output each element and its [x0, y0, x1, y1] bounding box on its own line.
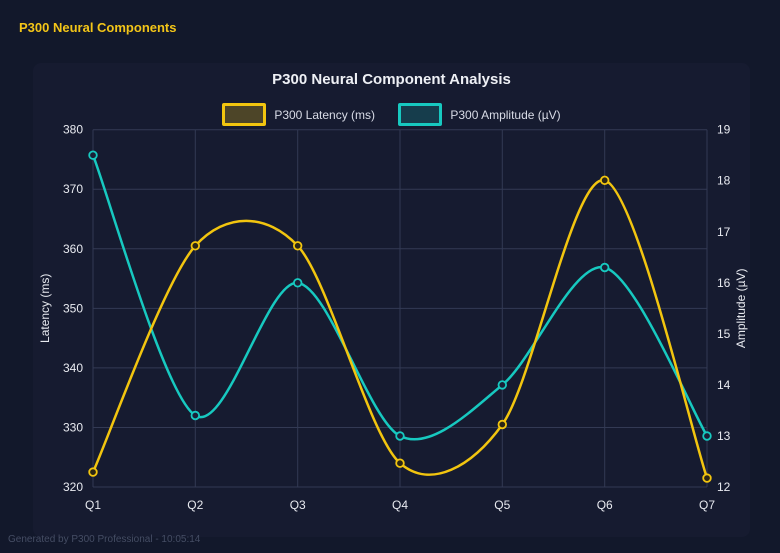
svg-text:19: 19	[717, 123, 731, 137]
svg-text:320: 320	[63, 480, 83, 494]
svg-text:16: 16	[717, 276, 731, 290]
svg-text:14: 14	[717, 378, 731, 392]
svg-text:Latency (ms): Latency (ms)	[38, 274, 52, 343]
svg-text:15: 15	[717, 327, 731, 341]
svg-text:Q1: Q1	[85, 498, 101, 512]
svg-text:Amplitude (µV): Amplitude (µV)	[734, 268, 748, 348]
svg-text:Q7: Q7	[699, 498, 715, 512]
svg-text:Q3: Q3	[290, 498, 306, 512]
svg-text:17: 17	[717, 225, 731, 239]
svg-text:12: 12	[717, 480, 731, 494]
svg-text:360: 360	[63, 242, 83, 256]
svg-text:350: 350	[63, 301, 83, 315]
svg-text:18: 18	[717, 174, 731, 188]
svg-text:Q6: Q6	[597, 498, 613, 512]
svg-text:330: 330	[63, 420, 83, 434]
svg-text:Q5: Q5	[494, 498, 510, 512]
svg-text:380: 380	[63, 123, 83, 137]
svg-text:Q2: Q2	[187, 498, 203, 512]
svg-text:Q4: Q4	[392, 498, 408, 512]
svg-text:370: 370	[63, 182, 83, 196]
svg-text:340: 340	[63, 361, 83, 375]
svg-text:13: 13	[717, 429, 731, 443]
